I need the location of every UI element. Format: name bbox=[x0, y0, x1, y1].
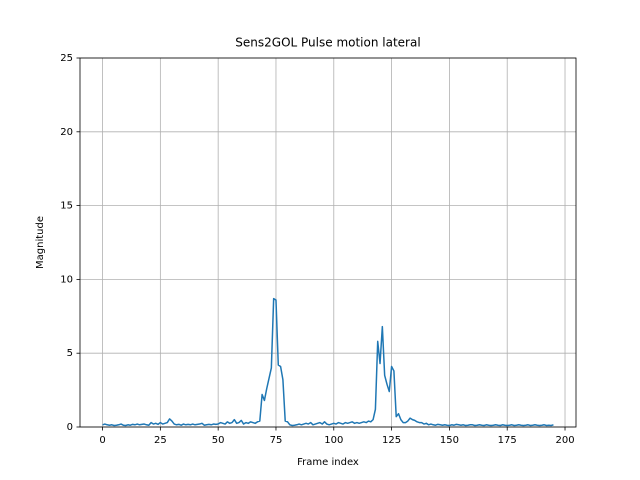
y-tick-label: 25 bbox=[60, 53, 73, 64]
plot-area bbox=[102, 297, 554, 427]
x-tick-label: 200 bbox=[555, 435, 574, 446]
y-tick-label: 0 bbox=[67, 422, 73, 433]
x-tick-label: 25 bbox=[154, 435, 167, 446]
ticks: 0 25 50 75 100 125 150 175 200 0 5 10 15 20 25 bbox=[60, 53, 574, 446]
grid bbox=[80, 57, 576, 428]
y-tick-label: 5 bbox=[67, 348, 73, 359]
x-tick-label: 75 bbox=[270, 435, 283, 446]
y-axis-label: Magnitude bbox=[35, 216, 46, 269]
y-tick-label: 20 bbox=[60, 127, 73, 138]
x-tick-label: 125 bbox=[382, 435, 401, 446]
x-tick-label: 100 bbox=[324, 435, 343, 446]
axes-frame bbox=[79, 57, 577, 428]
data-line bbox=[102, 297, 554, 427]
chart-title: Sens2GOL Pulse motion lateral bbox=[235, 36, 420, 50]
y-tick-label: 15 bbox=[60, 201, 73, 212]
x-tick-label: 0 bbox=[99, 435, 105, 446]
x-axis-label: Frame index bbox=[297, 457, 359, 468]
x-tick-label: 175 bbox=[498, 435, 517, 446]
y-tick-label: 10 bbox=[60, 274, 73, 285]
x-tick-label: 150 bbox=[440, 435, 459, 446]
x-tick-label: 50 bbox=[212, 435, 225, 446]
